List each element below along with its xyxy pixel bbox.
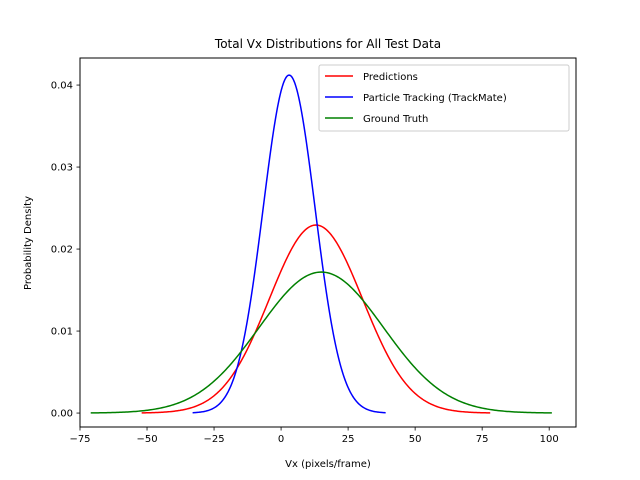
- x-tick-label: 50: [409, 434, 422, 445]
- x-tick-label: 75: [476, 434, 489, 445]
- y-tick-label: 0.03: [51, 163, 73, 174]
- y-tick-label: 0.04: [51, 81, 73, 92]
- x-axis: −75 −50 −25 0 25 50 75 100: [69, 427, 559, 445]
- series-line-2: [90, 271, 552, 414]
- series-layer: [90, 74, 552, 414]
- x-tick-label: 100: [540, 434, 559, 445]
- y-axis-label: Probability Density: [23, 196, 34, 290]
- series-line-0: [141, 224, 491, 414]
- y-axis: 0.00 0.01 0.02 0.03 0.04: [51, 81, 80, 420]
- legend-label-0: Predictions: [363, 72, 418, 83]
- legend-box: [318, 64, 570, 132]
- x-tick-label: −25: [203, 434, 224, 445]
- series-line-1: [192, 74, 386, 414]
- legend: Predictions Particle Tracking (TrackMate)…: [318, 64, 570, 132]
- legend-label-1: Particle Tracking (TrackMate): [363, 93, 507, 104]
- x-tick-label: 0: [278, 434, 284, 445]
- x-tick-label: 25: [342, 434, 355, 445]
- y-tick-label: 0.00: [51, 409, 73, 420]
- chart-title: Total Vx Distributions for All Test Data: [214, 37, 441, 51]
- x-tick-label: −75: [69, 434, 90, 445]
- legend-label-2: Ground Truth: [363, 114, 428, 125]
- x-axis-label: Vx (pixels/frame): [285, 459, 371, 470]
- y-tick-label: 0.01: [51, 327, 73, 338]
- x-tick-label: −50: [136, 434, 157, 445]
- y-tick-label: 0.02: [51, 245, 73, 256]
- plot-frame: [79, 57, 577, 428]
